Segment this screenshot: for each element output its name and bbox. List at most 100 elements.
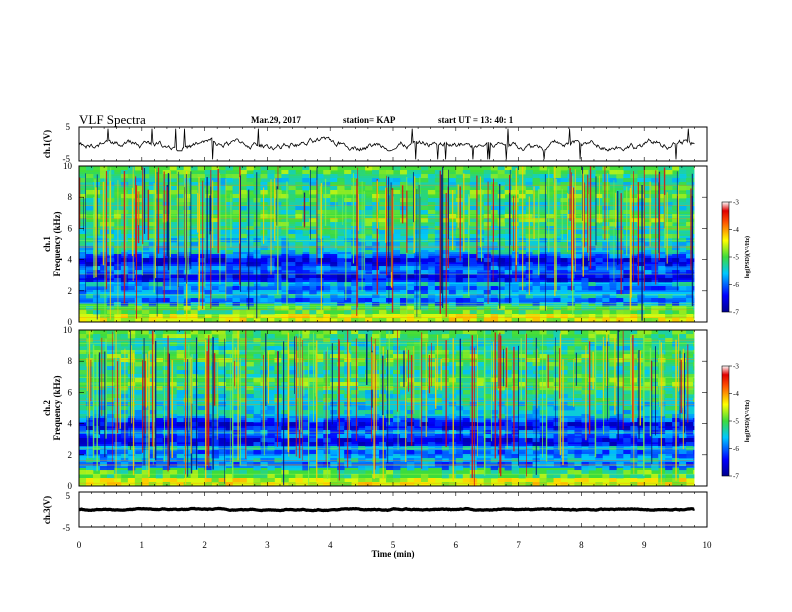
ch1-spectrogram-cell (309, 290, 317, 295)
ch1-spectrogram-cell (148, 302, 157, 307)
ch1-spectrogram-cell (330, 270, 338, 275)
ch2-spectrogram-cell (525, 450, 533, 455)
ch2-spectrogram-cell (609, 406, 617, 411)
ch1-spectrogram-cell (686, 302, 694, 307)
ch2-spectrogram-cell (518, 354, 526, 359)
ch1-spectrogram-cell (134, 186, 143, 191)
ch1-spectrogram-cell (567, 230, 575, 235)
ch2-spectrogram-cell (448, 450, 457, 455)
ch2-spectrogram-cell (190, 442, 199, 447)
ch1-spectrogram-cell (539, 246, 547, 251)
ch2-spectrogram-cell (302, 378, 310, 383)
ch1-spectrogram-cell (462, 206, 471, 211)
ch1-spectrogram-cell (420, 226, 429, 231)
ch1-spectrogram-cell (623, 290, 631, 295)
ch1-spectrogram-cell (518, 310, 526, 315)
ch1-spectrogram-cell (560, 166, 568, 171)
ch1-spectrogram-cell (623, 278, 631, 283)
ch1-spectrogram-cell (85, 306, 94, 311)
ch1-spectrogram-cell (672, 226, 680, 231)
ch2-spectrogram-cell (476, 474, 485, 479)
ch1-spectrogram-cell (609, 314, 617, 319)
ch2-spectrogram-cell (106, 482, 115, 486)
ch1-spectrogram-cell (553, 186, 561, 191)
ch1-spectrogram-cell (260, 282, 268, 287)
ch2-spectrogram-cell (351, 390, 359, 395)
ch2-spectrogram-cell (434, 410, 443, 415)
ch2-spectrogram-cell (246, 390, 254, 395)
ch1-spectrogram-cell (658, 302, 666, 307)
ch2-spectrogram-cell (609, 446, 617, 451)
ch1-spectrogram-cell (609, 282, 617, 287)
ch2-spectrogram-cell (567, 406, 575, 411)
ch1-spectrogram-cell (176, 202, 185, 207)
ch2-spectrogram-cell (302, 466, 310, 471)
ch2-spectrogram-cell (134, 454, 143, 459)
ch1-spectrogram-cell (420, 254, 429, 259)
ch2-spectrogram-cell (99, 422, 108, 427)
ch1-spectrogram-cell (560, 234, 568, 239)
ch2-spectrogram-cell (260, 470, 268, 475)
ch2-spectrogram-cell (630, 342, 638, 347)
ch1-spectrogram-cell (393, 318, 401, 322)
ch1-spectrogram-cell (232, 298, 240, 303)
ch1-spectrogram-cell (434, 290, 443, 295)
ch1-spectrogram-cell (337, 254, 345, 259)
ch1-spectrogram-cell (420, 178, 429, 183)
ch1-spectrogram-cell (553, 290, 561, 295)
ch2-spectrogram-cell (518, 426, 526, 431)
ch1-spectrogram-cell (511, 178, 519, 183)
ch2-spectrogram-cell (588, 334, 596, 339)
ch1-spectrogram-cell (504, 218, 513, 223)
ch1-spectrogram-cell (169, 266, 178, 271)
ch1-spectrogram-cell (197, 266, 205, 271)
ch2-spectrogram-cell (330, 370, 338, 375)
ch2-spectrogram-cell (420, 466, 429, 471)
ch2-spectrogram-cell (246, 446, 254, 451)
ch1-spectrogram-cell (148, 290, 157, 295)
ch1-spectrogram-cell (420, 174, 429, 179)
ch2-spectrogram-cell (225, 350, 233, 355)
ch2-spectrogram-cell (218, 334, 226, 339)
ch2-spectrogram-cell (623, 426, 631, 431)
ch1-spectrogram-cell (295, 246, 303, 251)
ch2-spectrogram-cell (337, 426, 345, 431)
ch1-spectrogram-cell (462, 270, 471, 275)
ch2-spectrogram-cell (267, 366, 275, 371)
ch1-spectrogram-cell (595, 198, 603, 203)
ch2-spectrogram-cell (476, 446, 485, 451)
ch2-spectrogram-cell (518, 330, 526, 335)
ch2-spectrogram-cell (574, 438, 582, 443)
ch2-spectrogram-cell (260, 342, 268, 347)
ch1-spectrogram-cell (386, 298, 394, 303)
ch2-spectrogram-cell (490, 358, 499, 363)
ch2-spectrogram-cell (462, 378, 471, 383)
ch1-spectrogram-cell (232, 270, 240, 275)
ch2-spectrogram-cell (462, 350, 471, 355)
ch2-spectrogram-cell (567, 398, 575, 403)
ch2-spectrogram-cell (476, 386, 485, 391)
ch2-spectrogram-cell (162, 386, 171, 391)
ch1-spectrogram-cell (504, 310, 513, 315)
ch2-spectrogram-cell (190, 346, 199, 351)
ch2-spectrogram-cell (246, 406, 254, 411)
ch2-spectrogram-cell (365, 410, 373, 415)
ch1-spectrogram-cell (302, 206, 310, 211)
ch2-spectrogram-cell (574, 422, 582, 427)
ch1-spectrogram-cell (420, 282, 429, 287)
ch2-spectrogram-cell (644, 426, 652, 431)
ch2-spectrogram-cell (427, 406, 436, 411)
ch1-spectrogram-cell (637, 254, 645, 259)
ch2-spectrogram-cell (469, 422, 478, 427)
ch2-spectrogram-cell (281, 466, 289, 471)
ch1-spectrogram-cell (162, 214, 171, 219)
ch2-spectrogram-cell (337, 454, 345, 459)
ch2-spectrogram-cell (637, 434, 645, 439)
ch1-spectrogram-cell (155, 206, 164, 211)
ch2-spectrogram-cell (225, 474, 233, 479)
ch2-spectrogram-cell (420, 418, 429, 423)
ch2-spectrogram-cell (358, 466, 366, 471)
ch2-spectrogram-cell (218, 346, 226, 351)
ch1-spectrogram-cell (616, 170, 624, 175)
ch2-spectrogram-cell (399, 390, 408, 395)
